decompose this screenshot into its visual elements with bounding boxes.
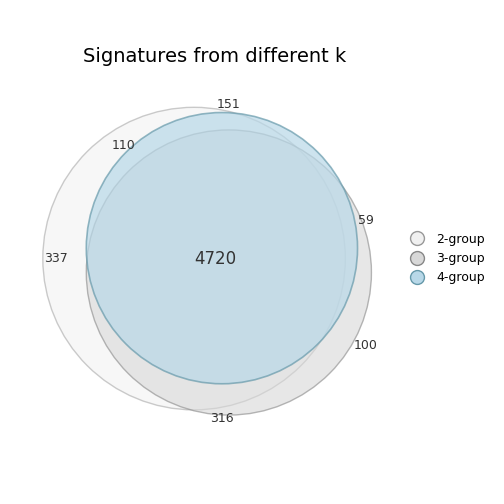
Text: 337: 337	[44, 252, 69, 265]
Text: 110: 110	[111, 139, 135, 152]
Text: 59: 59	[357, 214, 373, 227]
Text: 100: 100	[354, 339, 378, 352]
Circle shape	[86, 112, 357, 384]
Legend: 2-group, 3-group, 4-group: 2-group, 3-group, 4-group	[401, 229, 488, 288]
Text: 151: 151	[217, 98, 241, 111]
Text: 316: 316	[210, 412, 234, 424]
Circle shape	[86, 130, 371, 415]
Circle shape	[43, 107, 345, 410]
Text: 4720: 4720	[194, 249, 236, 268]
Title: Signatures from different k: Signatures from different k	[83, 47, 347, 66]
